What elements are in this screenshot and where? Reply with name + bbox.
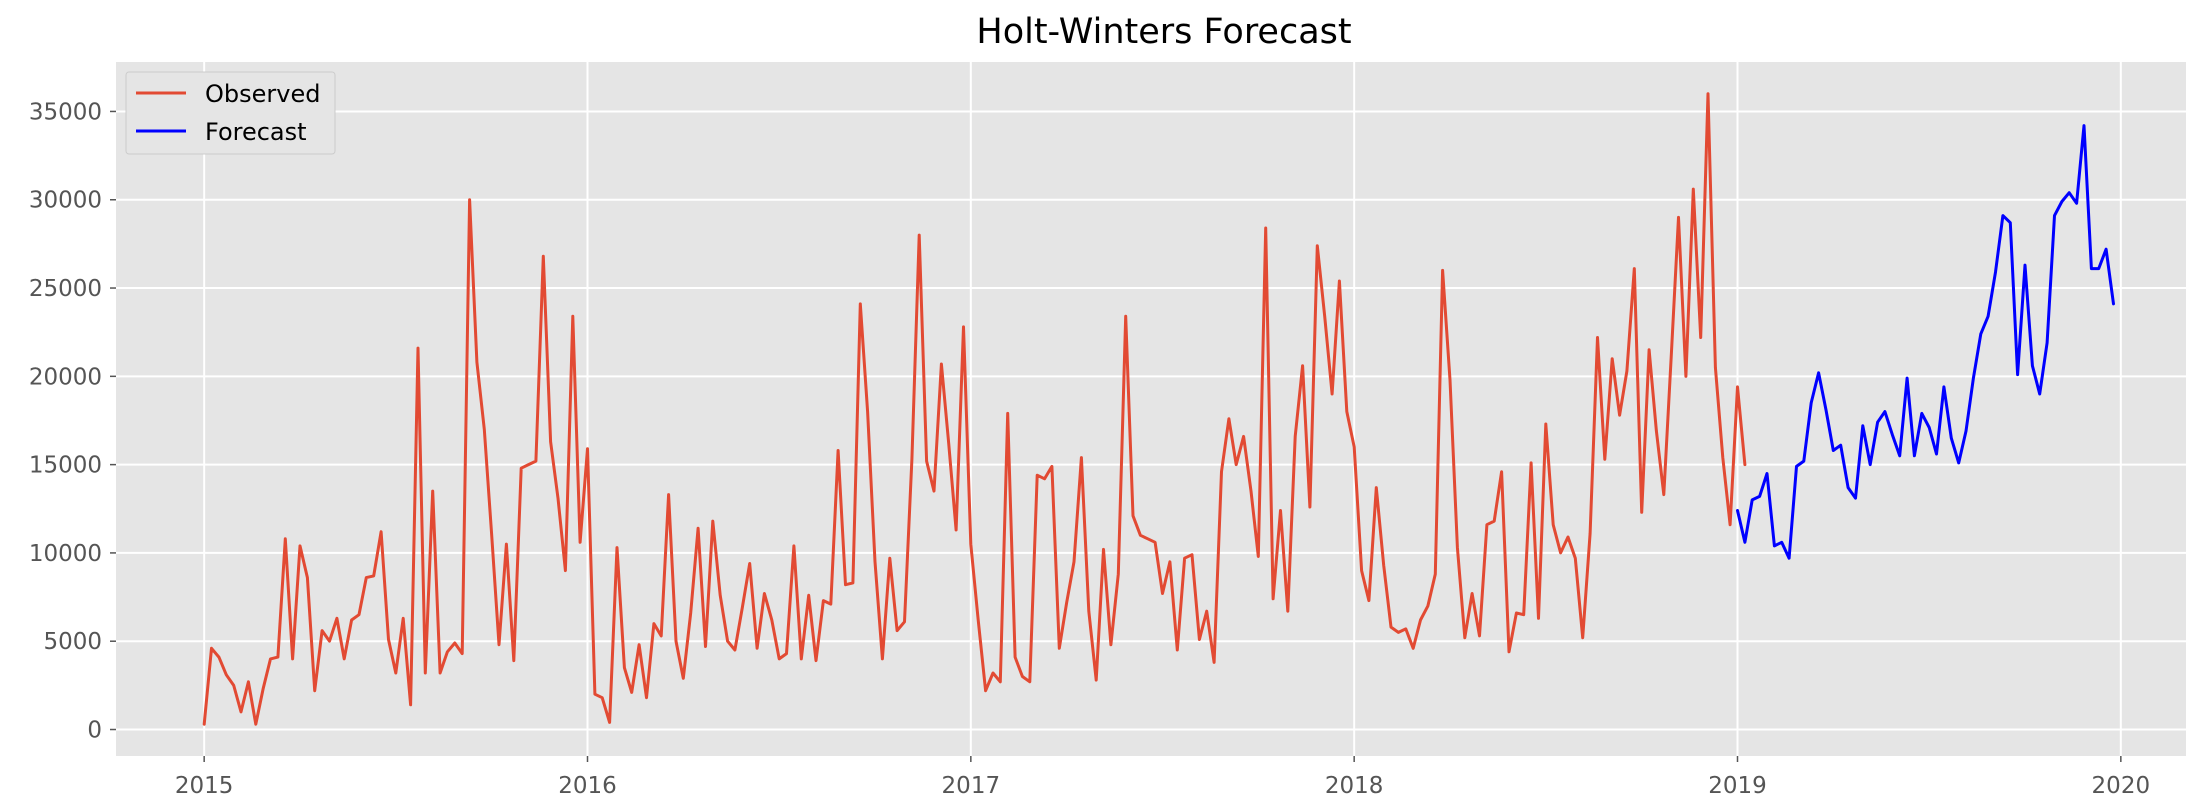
tick-labels: 2015 2016 2017 2018 2019 2020 0 5000 10000 15000 2… [29, 99, 2150, 794]
x-tick-label: 2018 [1325, 773, 1384, 794]
y-tick-label: 25000 [29, 276, 102, 302]
y-tick-label: 30000 [29, 188, 102, 214]
series-layer [202, 92, 2115, 726]
x-tick-label: 2019 [1708, 773, 1767, 794]
x-tick-label: 2015 [175, 773, 234, 794]
y-tick-label: 15000 [29, 453, 102, 479]
x-tick-label: 2020 [2092, 773, 2151, 794]
y-tick-label: 5000 [43, 629, 102, 655]
legend: Observed Forecast [125, 71, 336, 155]
y-tick-label: 35000 [29, 99, 102, 125]
series-line-forecast [1736, 124, 2115, 560]
y-tick-label: 20000 [29, 364, 102, 390]
series-line-observed [202, 92, 1747, 726]
y-tick-label: 10000 [29, 541, 102, 567]
x-tick-label: 2017 [942, 773, 1001, 794]
legend-forecast-label: Forecast [205, 118, 307, 146]
y-tick-label: 0 [87, 718, 102, 744]
x-tick-label: 2016 [558, 773, 617, 794]
legend-observed-label: Observed [205, 80, 320, 108]
chart-title: Holt-Winters Forecast [976, 12, 1351, 52]
